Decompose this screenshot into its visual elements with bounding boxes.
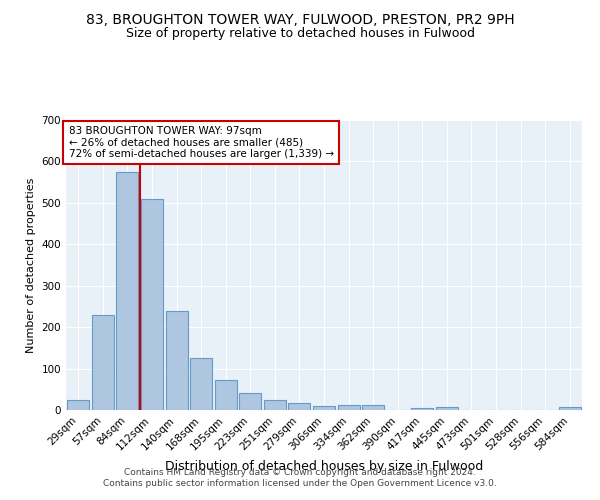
Bar (362, 406, 384, 410)
Bar (313, 406, 335, 410)
Bar (215, 380, 237, 410)
Bar (289, 403, 310, 410)
X-axis label: Distribution of detached houses by size in Fulwood: Distribution of detached houses by size … (165, 460, 483, 473)
Text: Size of property relative to detached houses in Fulwood: Size of property relative to detached ho… (125, 28, 475, 40)
Bar (411, 408, 433, 410)
Bar (264, 400, 286, 410)
Bar (141, 198, 163, 410)
Text: Contains HM Land Registry data © Crown copyright and database right 2024.
Contai: Contains HM Land Registry data © Crown c… (103, 468, 497, 487)
Y-axis label: Number of detached properties: Number of detached properties (26, 178, 36, 352)
Bar (559, 407, 581, 410)
Bar (116, 172, 139, 410)
Bar (436, 406, 458, 410)
Text: 83 BROUGHTON TOWER WAY: 97sqm
← 26% of detached houses are smaller (485)
72% of : 83 BROUGHTON TOWER WAY: 97sqm ← 26% of d… (68, 126, 334, 159)
Bar (92, 314, 114, 410)
Bar (239, 392, 262, 410)
Bar (166, 310, 188, 410)
Bar (338, 406, 359, 410)
Bar (67, 400, 89, 410)
Bar (190, 358, 212, 410)
Text: 83, BROUGHTON TOWER WAY, FULWOOD, PRESTON, PR2 9PH: 83, BROUGHTON TOWER WAY, FULWOOD, PRESTO… (86, 12, 514, 26)
